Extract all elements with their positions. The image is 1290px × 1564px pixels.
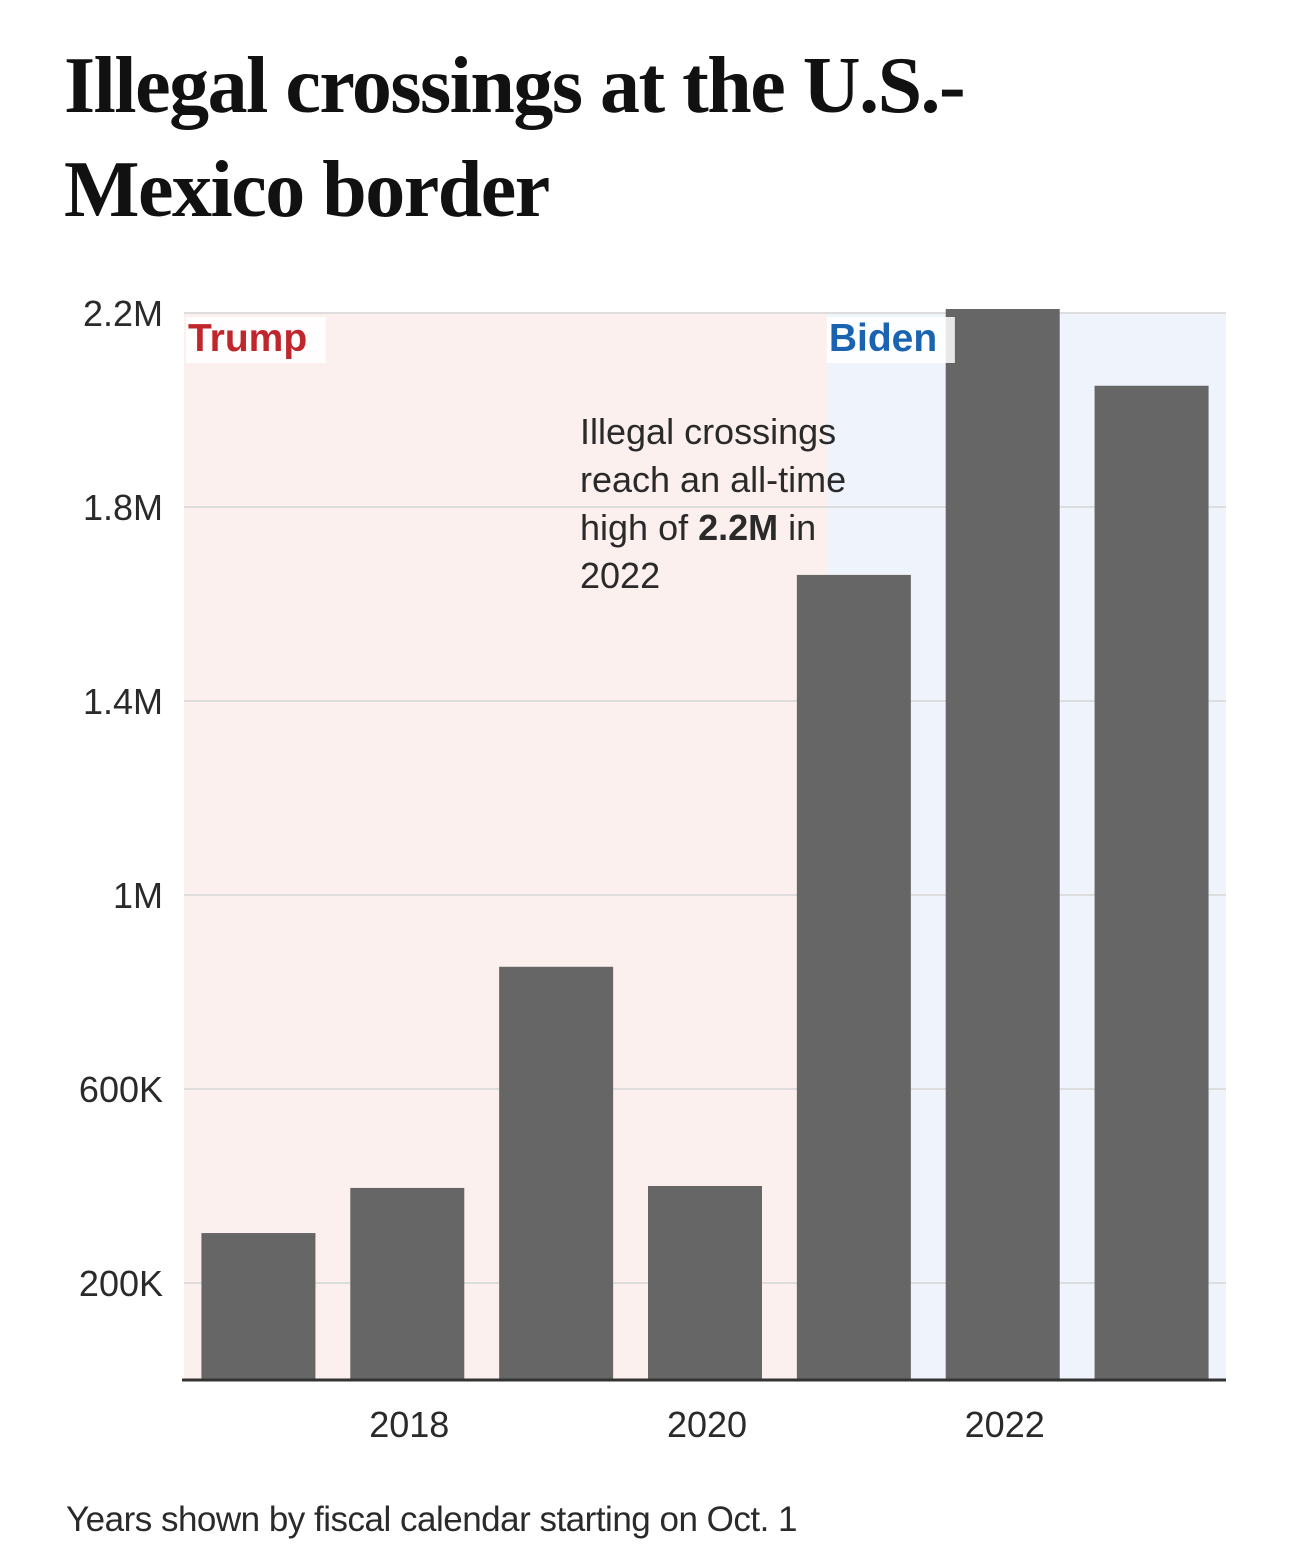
y-tick-label: 2.2M <box>83 293 163 334</box>
x-tick-label: 2020 <box>667 1404 747 1445</box>
era-label-background <box>826 317 955 363</box>
bars <box>201 309 1209 1380</box>
bar-2017 <box>201 1233 316 1380</box>
y-tick-label: 1.8M <box>83 487 163 528</box>
x-tick-label: 2018 <box>369 1404 449 1445</box>
y-axis-ticks: 200K 600K 1M 1.4M 1.8M 2.2M <box>79 293 163 1304</box>
era-label-trump: Trump <box>188 317 307 360</box>
bar-chart: 200K 600K 1M 1.4M 1.8M 2.2M 2018 2020 2022 Trum… <box>79 293 1226 1445</box>
y-tick-label: 1.4M <box>83 681 163 722</box>
chart-title: Illegal crossings at the U.S.-Mexico bor… <box>64 42 966 234</box>
footnote: Years shown by fiscal calendar starting … <box>66 1500 798 1539</box>
y-tick-label: 1M <box>113 875 163 916</box>
bar-2018 <box>350 1187 465 1380</box>
era-label-background <box>186 317 326 363</box>
bar-2022 <box>945 309 1060 1380</box>
y-tick-label: 200K <box>79 1263 163 1304</box>
bar-2021 <box>796 574 911 1380</box>
y-tick-label: 600K <box>79 1069 163 1110</box>
era-labels: Trump Biden <box>186 317 955 363</box>
annotation: Illegal crossings reach an all-time high o… <box>580 411 846 596</box>
era-label-biden: Biden <box>829 317 937 360</box>
x-tick-label: 2022 <box>965 1404 1045 1445</box>
bar-2023 <box>1094 385 1209 1380</box>
bar-2019 <box>499 966 614 1380</box>
bar-2020 <box>648 1186 762 1380</box>
x-axis-ticks: 2018 2020 2022 <box>369 1404 1045 1445</box>
